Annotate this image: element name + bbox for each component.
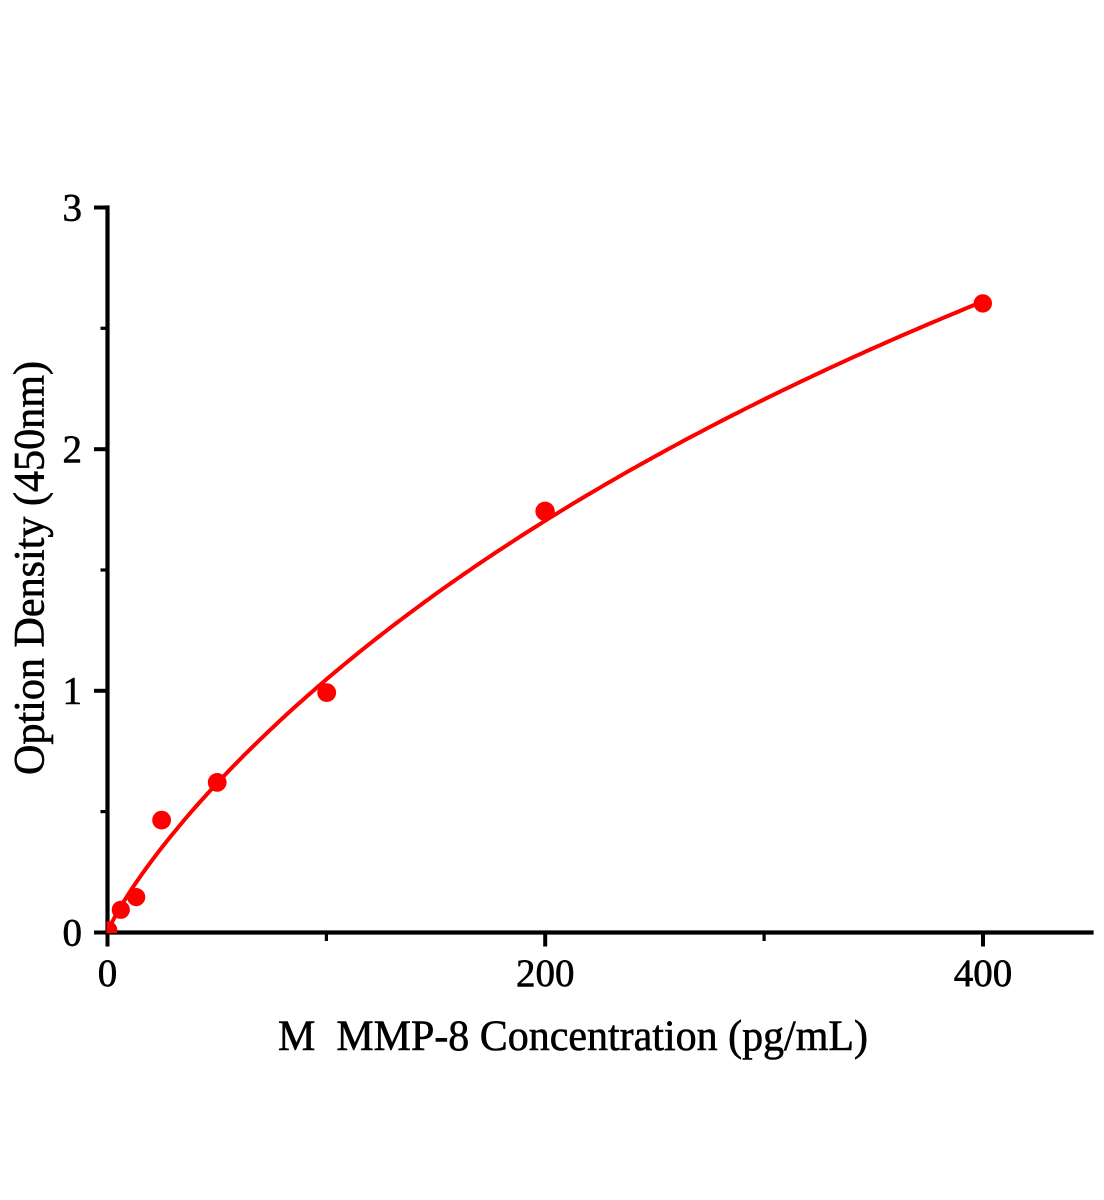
svg-text:200: 200 bbox=[516, 952, 575, 995]
svg-text:Option Density (450nm): Option Density (450nm) bbox=[7, 361, 54, 775]
svg-text:400: 400 bbox=[954, 952, 1013, 995]
svg-text:2: 2 bbox=[63, 428, 83, 471]
svg-text:0: 0 bbox=[98, 952, 118, 995]
svg-text:1: 1 bbox=[63, 670, 83, 713]
svg-text:M MMP-8 Concentration (pg/mL): M MMP-8 Concentration (pg/mL) bbox=[278, 1013, 868, 1060]
svg-text:3: 3 bbox=[63, 186, 83, 229]
svg-text:0: 0 bbox=[63, 911, 83, 954]
